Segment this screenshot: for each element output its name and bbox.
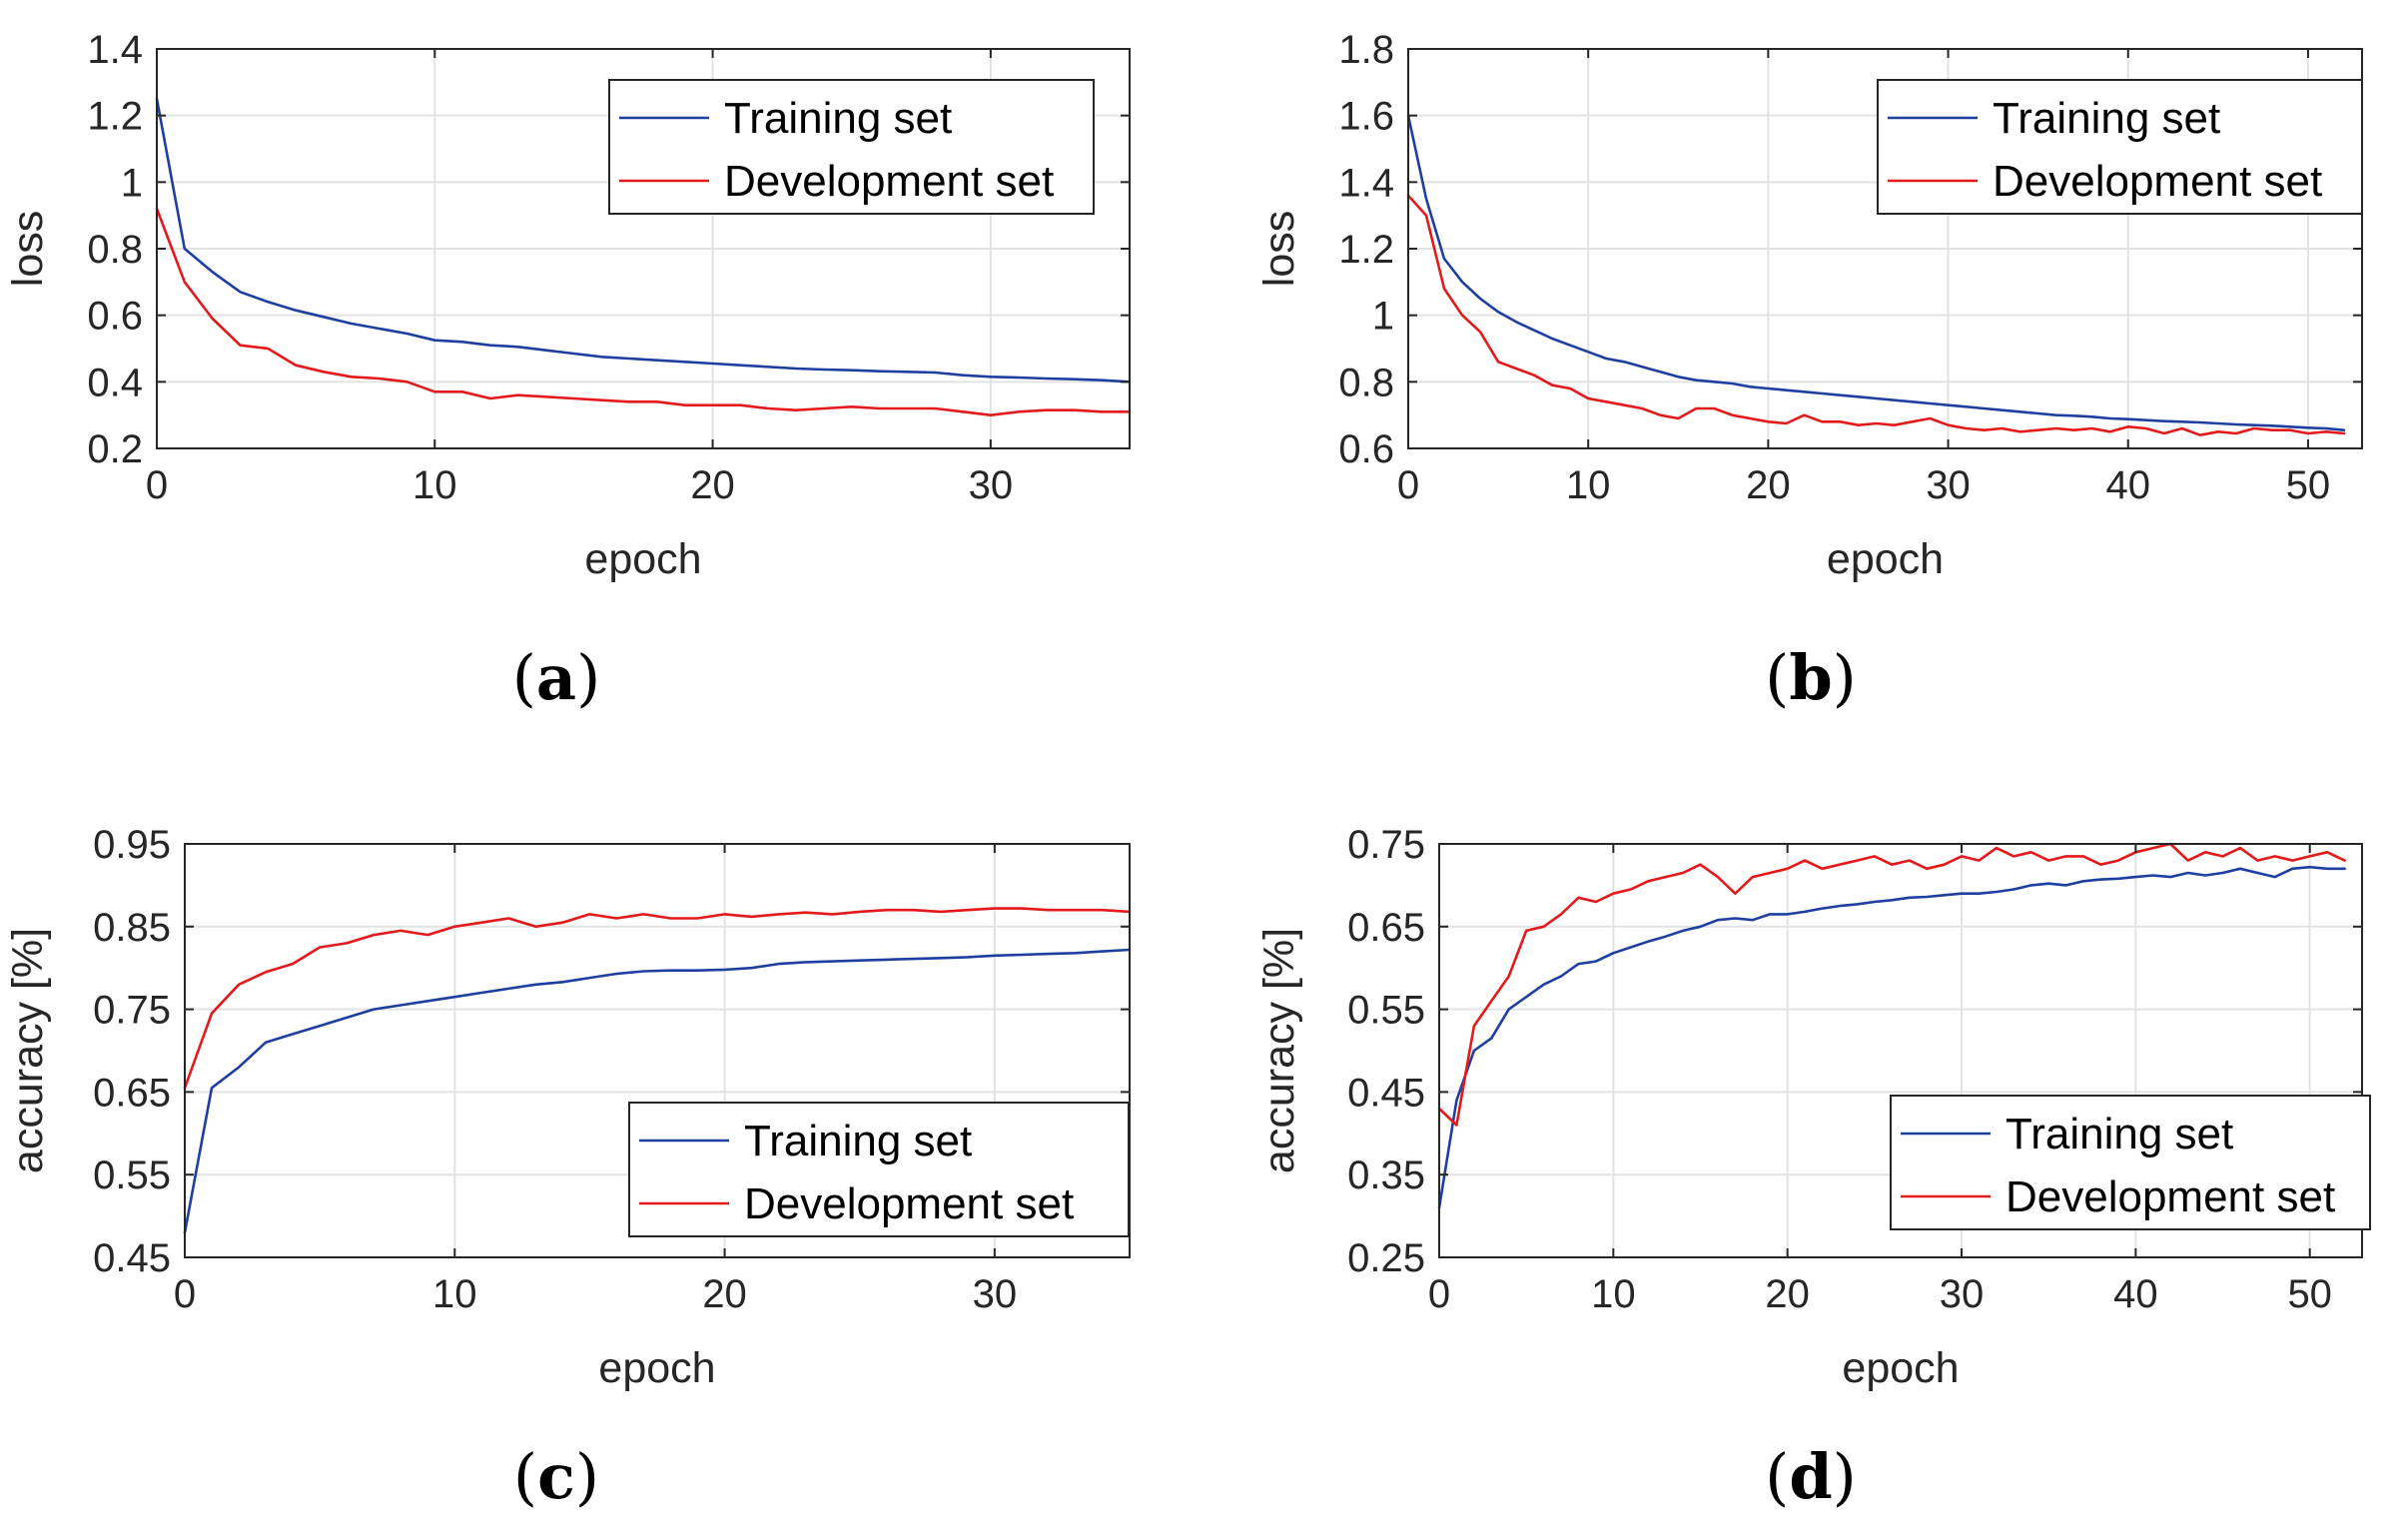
y-tick-label: 0.95 (93, 823, 171, 867)
y-tick-label: 0.75 (93, 989, 171, 1033)
x-tick-label: 10 (432, 1272, 477, 1316)
plot-frame (184, 843, 1131, 1258)
x-tick-label: 30 (969, 463, 1014, 507)
y-tick-label: 0.65 (1347, 906, 1425, 950)
y-tick-label: 1.2 (1338, 228, 1394, 272)
series-line-training (1406, 114, 2346, 432)
x-tick-label: 10 (1591, 1272, 1636, 1316)
y-tick-label: 1.4 (87, 28, 143, 72)
y-tick-label: 1.6 (1338, 95, 1394, 139)
y-axis-label: accuracy [%] (4, 928, 52, 1173)
panel-label: (d) (1765, 1440, 1857, 1513)
x-tick-label: 10 (1566, 463, 1611, 507)
x-tick-label: 30 (1940, 1272, 1985, 1316)
chart-panel-d: 0 10 20 30 40 50 0.25 0.35 0.45 0.55 0.65 0.75 epoch… (1255, 823, 2371, 1513)
y-tick-label: 0.35 (1347, 1153, 1425, 1197)
x-tick-label: 50 (2287, 1272, 2332, 1316)
x-tick-label: 0 (174, 1272, 196, 1316)
y-tick-label: 1 (1372, 295, 1394, 339)
panel-label: (c) (513, 1440, 599, 1513)
x-tick-label: 40 (2113, 1272, 2158, 1316)
y-tick-label: 0.55 (1347, 989, 1425, 1033)
x-axis-label: epoch (1842, 1344, 1959, 1392)
y-tick-label: 0.65 (93, 1071, 171, 1115)
x-tick-label: 50 (2286, 463, 2331, 507)
legend-entry: Development set (724, 157, 1054, 206)
x-tick-label: 30 (1926, 463, 1971, 507)
legend: Training set Development set (1877, 79, 2363, 215)
y-axis-label: loss (4, 211, 52, 287)
legend-entry: Training set (724, 94, 952, 143)
legend-entry: Training set (2006, 1110, 2233, 1158)
series-line-development (155, 207, 1132, 417)
legend-entry: Development set (744, 1179, 1074, 1228)
x-tick-label: 0 (146, 463, 168, 507)
legend-entry: Training set (1993, 94, 2220, 143)
x-tick-label: 30 (973, 1272, 1018, 1316)
y-tick-label: 0.4 (87, 361, 143, 404)
y-axis-label: accuracy [%] (1255, 928, 1303, 1173)
panel-label: (a) (512, 641, 601, 714)
y-tick-label: 0.8 (1338, 361, 1394, 404)
legend-box (1890, 1095, 2371, 1230)
y-tick-label: 0.2 (87, 427, 143, 471)
legend-box (608, 79, 1095, 215)
chart-panel-a: 0 10 20 30 0.2 0.4 0.6 0.8 1 1.2 1.4 epoch loss Train… (4, 28, 1132, 714)
series-line-training (183, 948, 1132, 1234)
x-tick-label: 20 (1765, 1272, 1810, 1316)
y-tick-label: 0.75 (1347, 823, 1425, 867)
x-tick-label: 20 (1746, 463, 1791, 507)
series-line-training (155, 97, 1132, 384)
legend-box (1877, 79, 2363, 215)
x-axis-label: epoch (598, 1344, 715, 1392)
legend-entry: Development set (1993, 157, 2322, 206)
y-tick-label: 1.2 (87, 95, 143, 139)
legend: Training set Development set (628, 1102, 1130, 1237)
plot-frame (1438, 843, 2363, 1258)
chart-panel-c: 0 10 20 30 0.45 0.55 0.65 0.75 0.85 0.95 epoch accu… (4, 823, 1132, 1513)
y-axis-label: loss (1255, 211, 1303, 287)
x-tick-label: 10 (412, 463, 457, 507)
y-tick-label: 0.25 (1347, 1236, 1425, 1280)
y-tick-label: 0.55 (93, 1153, 171, 1197)
legend-box (628, 1102, 1130, 1237)
x-axis-label: epoch (1827, 535, 1944, 583)
series-line-development (1406, 194, 2346, 437)
y-tick-label: 0.85 (93, 906, 171, 950)
y-tick-label: 0.45 (1347, 1071, 1425, 1115)
y-tick-label: 1.8 (1338, 28, 1394, 72)
legend-entry: Development set (2006, 1172, 2335, 1221)
panel-label: (b) (1765, 641, 1857, 714)
y-tick-label: 1 (121, 161, 143, 205)
x-tick-label: 20 (690, 463, 735, 507)
legend: Training set Development set (1890, 1095, 2371, 1230)
y-tick-label: 0.6 (87, 295, 143, 339)
x-tick-label: 0 (1428, 1272, 1450, 1316)
x-tick-label: 0 (1397, 463, 1419, 507)
chart-panel-b: 0 10 20 30 40 50 0.6 0.8 1 1.2 1.4 1.6 1.8 epoch loss T… (1255, 28, 2363, 714)
series-line-development (1437, 842, 2346, 1127)
x-tick-label: 20 (702, 1272, 747, 1316)
series-line-training (1437, 865, 2346, 1209)
series-line-development (183, 907, 1132, 1090)
x-tick-label: 40 (2106, 463, 2151, 507)
legend-entry: Training set (744, 1117, 972, 1165)
y-tick-label: 0.8 (87, 228, 143, 272)
y-tick-label: 1.4 (1338, 161, 1394, 205)
y-tick-label: 0.6 (1338, 427, 1394, 471)
y-tick-label: 0.45 (93, 1236, 171, 1280)
legend: Training set Development set (608, 79, 1095, 215)
x-axis-label: epoch (584, 535, 701, 583)
